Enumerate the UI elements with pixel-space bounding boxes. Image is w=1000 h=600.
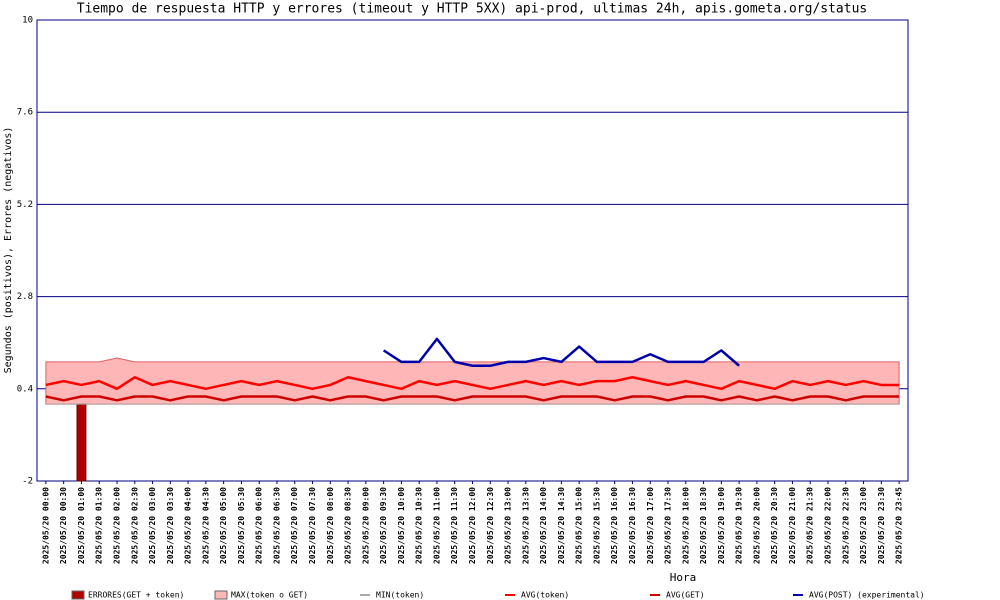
x-tick-label: 2025/05/20 08:30	[344, 487, 353, 564]
x-axis-label: Hora	[670, 571, 697, 584]
x-tick-label: 2025/05/20 20:30	[770, 487, 779, 564]
x-tick-label: 2025/05/20 03:00	[148, 487, 157, 564]
max-area	[45, 357, 900, 405]
y-tick-label: 2.8	[17, 292, 33, 302]
series-line	[45, 376, 900, 391]
x-tick-label: 2025/05/20 17:00	[646, 487, 655, 564]
x-tick-label: 2025/05/20 15:00	[575, 487, 584, 564]
x-tick-label: 2025/05/20 00:00	[41, 487, 50, 564]
legend-swatch	[214, 590, 228, 600]
x-tick-label: 2025/05/20 04:30	[201, 487, 210, 564]
x-tick-label: 2025/05/20 23:45	[895, 487, 904, 564]
chart-title: Tiempo de respuesta HTTP y errores (time…	[77, 2, 868, 17]
legend-swatch	[71, 590, 85, 600]
x-tick-label: 2025/05/20 05:30	[237, 487, 246, 564]
x-tick-label: 2025/05/20 08:00	[326, 487, 335, 564]
legend-label: AVG(GET)	[666, 591, 705, 600]
x-tick-label: 2025/05/20 22:00	[824, 487, 833, 564]
x-tick-label: 2025/05/20 21:00	[788, 487, 797, 564]
x-tick-label: 2025/05/20 16:00	[610, 487, 619, 564]
error-bar	[76, 403, 87, 482]
y-tick-label: 5.2	[17, 200, 33, 210]
legend-label: MIN(token)	[376, 591, 424, 600]
x-tick-label: 2025/05/20 18:00	[681, 487, 690, 564]
x-tick-label: 2025/05/20 12:30	[486, 487, 495, 564]
x-tick-label: 2025/05/20 22:30	[841, 487, 850, 564]
x-tick-label: 2025/05/20 01:30	[95, 487, 104, 564]
x-tick-label: 2025/05/20 16:30	[628, 487, 637, 564]
x-tick-label: 2025/05/20 06:00	[255, 487, 264, 564]
x-tick-label: 2025/05/20 06:30	[272, 487, 281, 564]
series-line	[45, 395, 900, 402]
x-tick-label: 2025/05/20 10:30	[415, 487, 424, 564]
y-tick-label: 0.4	[17, 384, 33, 394]
x-tick-label: 2025/05/20 02:00	[112, 487, 121, 564]
x-tick-label: 2025/05/20 17:30	[664, 487, 673, 564]
y-axis-label: Segundos (positivos), Errores (negativos…	[3, 127, 14, 374]
x-tick-label: 2025/05/20 07:30	[308, 487, 317, 564]
x-tick-label: 2025/05/20 13:30	[521, 487, 530, 564]
x-tick-label: 2025/05/20 07:00	[290, 487, 299, 564]
x-tick-label: 2025/05/20 19:30	[735, 487, 744, 564]
x-tick-label: 2025/05/20 11:30	[450, 487, 459, 564]
x-tick-label: 2025/05/20 23:30	[877, 487, 886, 564]
x-tick-label: 2025/05/20 01:00	[77, 487, 86, 564]
x-tick-label: 2025/05/20 09:00	[361, 487, 370, 564]
x-tick-label: 2025/05/20 04:00	[184, 487, 193, 564]
x-tick-label: 2025/05/20 14:00	[539, 487, 548, 564]
x-tick-label: 2025/05/20 12:00	[468, 487, 477, 564]
x-tick-label: 2025/05/20 00:30	[59, 487, 68, 564]
x-tick-label: 2025/05/20 19:00	[717, 487, 726, 564]
x-tick-label: 2025/05/20 11:00	[432, 487, 441, 564]
plot-area	[36, 19, 909, 482]
y-tick-label: -2	[22, 477, 33, 487]
y-tick-label: 10	[22, 16, 33, 26]
legend-label: AVG(POST) (experimental)	[809, 591, 925, 600]
x-tick-label: 2025/05/20 18:30	[699, 487, 708, 564]
x-tick-label: 2025/05/20 13:00	[504, 487, 513, 564]
x-tick-label: 2025/05/20 03:30	[166, 487, 175, 564]
x-tick-label: 2025/05/20 23:00	[859, 487, 868, 564]
x-tick-label: 2025/05/20 20:00	[752, 487, 761, 564]
x-tick-label: 2025/05/20 09:30	[379, 487, 388, 564]
x-tick-label: 2025/05/20 02:30	[130, 487, 139, 564]
x-tick-label: 2025/05/20 21:30	[806, 487, 815, 564]
legend-label: ERRORES(GET + token)	[88, 591, 184, 600]
series-line	[382, 337, 740, 367]
legend-label: MAX(token o GET)	[231, 591, 308, 600]
x-tick-label: 2025/05/20 14:30	[557, 487, 566, 564]
y-tick-label: 7.6	[17, 108, 33, 118]
x-tick-label: 2025/05/20 10:00	[397, 487, 406, 564]
x-tick-label: 2025/05/20 15:30	[592, 487, 601, 564]
legend-label: AVG(token)	[521, 591, 569, 600]
x-tick-label: 2025/05/20 05:00	[219, 487, 228, 564]
